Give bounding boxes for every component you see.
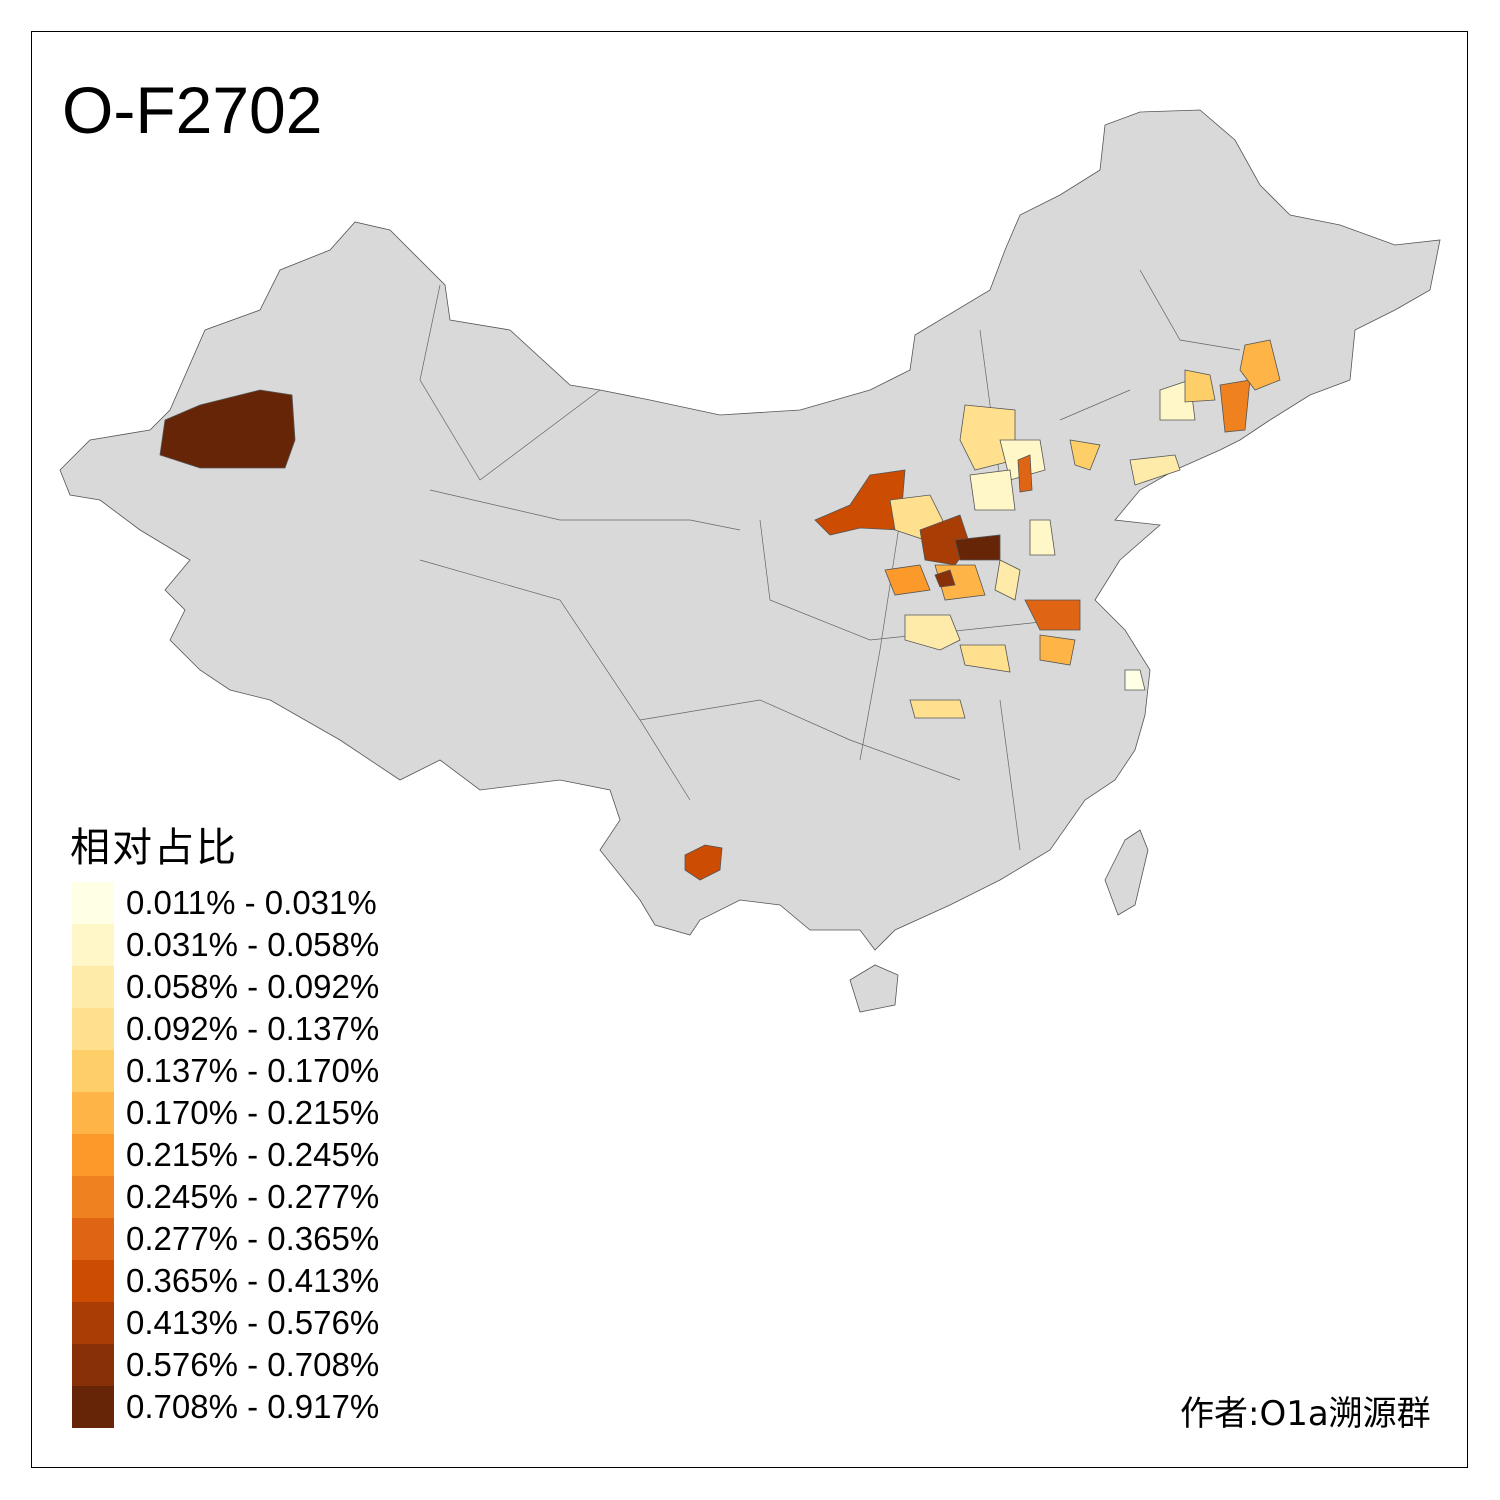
highlighted-region [994, 559, 1021, 601]
legend-item: 0.031% - 0.058% [72, 924, 379, 966]
legend-item: 0.413% - 0.576% [72, 1302, 379, 1344]
legend-swatch [72, 882, 114, 924]
province-border [419, 559, 691, 801]
province-border [1059, 389, 1131, 421]
legend-item: 0.708% - 0.917% [72, 1386, 379, 1428]
highlighted-region [1069, 439, 1101, 471]
highlighted-region [1129, 454, 1181, 486]
legend-swatch [72, 1008, 114, 1050]
china-base-outline [59, 109, 1441, 1013]
legend-label: 0.170% - 0.215% [126, 1094, 380, 1131]
province-border [1139, 269, 1241, 351]
legend-item: 0.058% - 0.092% [72, 966, 379, 1008]
highlighted-region [159, 389, 296, 469]
hainan-island [849, 964, 899, 1013]
legend-label: 0.413% - 0.576% [126, 1304, 380, 1341]
legend-label: 0.058% - 0.092% [126, 968, 380, 1005]
legend-swatch [72, 924, 114, 966]
highlighted-region [959, 404, 1016, 471]
legend-label: 0.365% - 0.413% [126, 1262, 380, 1299]
highlighted-region [1219, 379, 1251, 433]
legend-label: 0.245% - 0.277% [126, 1178, 380, 1215]
legend-swatch [72, 1386, 114, 1428]
legend-item: 0.245% - 0.277% [72, 1176, 379, 1218]
legend-swatch [72, 1176, 114, 1218]
legend-label: 0.215% - 0.245% [126, 1136, 380, 1173]
legend-item: 0.365% - 0.413% [72, 1260, 379, 1302]
legend-label: 0.137% - 0.170% [126, 1052, 380, 1089]
legend-title: 相对占比 [70, 825, 238, 871]
legend-item: 0.170% - 0.215% [72, 1092, 379, 1134]
taiwan-island [1104, 829, 1149, 916]
legend-item: 0.092% - 0.137% [72, 1008, 379, 1050]
legend-swatch [72, 1134, 114, 1176]
legend-item: 0.576% - 0.708% [72, 1344, 379, 1386]
map-title: O-F2702 [62, 73, 323, 147]
map-frame [31, 31, 1468, 1468]
highlighted-region [969, 469, 1016, 511]
highlighted-region [1017, 454, 1033, 493]
highlighted-region [959, 644, 1011, 673]
province-border [759, 519, 1061, 641]
highlighted-region [1029, 519, 1056, 556]
highlighted-region [884, 564, 931, 596]
legend-label: 0.092% - 0.137% [126, 1010, 380, 1047]
province-border [999, 699, 1021, 851]
legend-label: 0.011% - 0.031% [126, 884, 377, 921]
highlighted-region [684, 844, 723, 881]
legend-label: 0.277% - 0.365% [126, 1220, 380, 1257]
highlighted-region [1184, 369, 1216, 403]
province-border [419, 284, 601, 481]
legend-label: 0.576% - 0.708% [126, 1346, 380, 1383]
legend-swatch [72, 966, 114, 1008]
legend: 0.011% - 0.031% 0.031% - 0.058% 0.058% - 0… [72, 882, 379, 1428]
highlighted-region [1239, 339, 1281, 391]
legend-item: 0.277% - 0.365% [72, 1218, 379, 1260]
legend-swatch [72, 1092, 114, 1134]
legend-swatch [72, 1050, 114, 1092]
highlighted-region [904, 614, 961, 651]
highlighted-region [1039, 634, 1076, 666]
highlighted-region [934, 569, 956, 588]
legend-item: 0.137% - 0.170% [72, 1050, 379, 1092]
china-mainland [59, 109, 1441, 951]
province-border [639, 699, 961, 781]
highlighted-regions [159, 339, 1281, 881]
province-border [859, 519, 901, 761]
legend-item: 0.215% - 0.245% [72, 1134, 379, 1176]
highlighted-region [909, 699, 966, 719]
author-credit: 作者:O1a溯源群 [1180, 1394, 1431, 1434]
legend-swatch [72, 1260, 114, 1302]
legend-item: 0.011% - 0.031% [72, 882, 379, 924]
highlighted-region [1124, 669, 1146, 691]
province-border [429, 489, 741, 531]
legend-swatch [72, 1218, 114, 1260]
highlighted-region [1024, 599, 1081, 631]
legend-swatch [72, 1302, 114, 1344]
legend-label: 0.708% - 0.917% [126, 1388, 380, 1425]
legend-swatch [72, 1344, 114, 1386]
legend-label: 0.031% - 0.058% [126, 926, 380, 963]
